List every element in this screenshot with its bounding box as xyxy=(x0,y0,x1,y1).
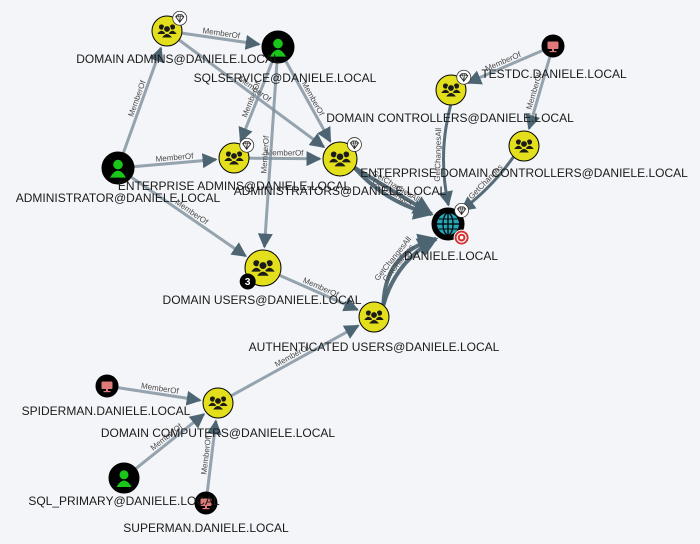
node-label-enterprise-admins: ENTERPRISE ADMINS@DANIELE.LOCAL xyxy=(118,179,351,193)
member-count: 3 xyxy=(245,277,251,288)
node-spiderman[interactable] xyxy=(95,374,119,398)
group-icon xyxy=(202,387,234,419)
edge-line[interactable] xyxy=(117,386,202,406)
node-label-domain-computers: DOMAIN COMPUTERS@DANIELE.LOCAL xyxy=(101,426,336,440)
node-administrator[interactable] xyxy=(101,151,135,185)
edge-line[interactable] xyxy=(284,60,332,143)
node-domain-computers[interactable] xyxy=(202,387,234,419)
target-icon xyxy=(453,229,470,246)
node-sql-primary[interactable] xyxy=(108,462,140,494)
node-domain-controllers[interactable] xyxy=(435,69,472,106)
node-domain-admins[interactable] xyxy=(151,10,188,47)
node-enterprise-admins[interactable] xyxy=(218,137,255,174)
node-label-sql-primary: SQL_PRIMARY@DANIELE.LOCAL xyxy=(28,494,220,508)
labels-layer: DOMAIN ADMINS@DANIELE.LOCAL SQLSERVICE@DA… xyxy=(16,52,688,535)
edge-line[interactable] xyxy=(278,273,359,312)
edge-superman-to-domain-computers[interactable]: MemberOf xyxy=(199,419,222,493)
node-daniele-local[interactable] xyxy=(431,202,470,246)
node-label-testdc: TESTDC.DANIELE.LOCAL xyxy=(481,67,627,81)
computer-icon xyxy=(541,34,565,58)
node-label-superman: SUPERMAN.DANIELE.LOCAL xyxy=(123,521,289,535)
node-testdc[interactable] xyxy=(541,34,565,58)
edge-line[interactable] xyxy=(134,413,206,470)
node-superman[interactable] xyxy=(194,491,218,515)
edge-spiderman-to-domain-computers[interactable]: MemberOf xyxy=(117,381,202,406)
edge-label: GetChangesAll xyxy=(433,128,443,182)
edge-line[interactable] xyxy=(248,151,322,167)
edge-line[interactable] xyxy=(230,324,360,398)
node-label-authenticated-users: AUTHENTICATED USERS@DANIELE.LOCAL xyxy=(249,340,500,354)
edge-enterprise-admins-to-administrators[interactable]: MemberOf xyxy=(248,148,322,167)
edge-line[interactable] xyxy=(381,237,438,306)
node-label-administrators: ADMINISTRATORS@DANIELE.LOCAL xyxy=(234,184,447,198)
member-count-badge: 3 xyxy=(239,273,256,290)
group-icon xyxy=(218,142,250,174)
edge-line[interactable] xyxy=(121,46,164,154)
edge-administrator-to-enterprise-admins[interactable]: MemberOf xyxy=(133,151,218,169)
edge-line[interactable] xyxy=(133,153,218,169)
edge-domain-controllers-to-daniele-local[interactable]: GetChangesAll xyxy=(433,104,453,207)
node-label-domain-users: DOMAIN USERS@DANIELE.LOCAL xyxy=(163,293,362,307)
group-icon xyxy=(358,301,390,333)
edge-label: MemberOf xyxy=(259,135,271,174)
group-icon xyxy=(508,130,540,162)
edge-line[interactable] xyxy=(130,175,247,258)
node-domain-users[interactable]: 3 xyxy=(239,249,282,290)
edge-line[interactable] xyxy=(353,166,434,220)
group-icon xyxy=(322,141,358,177)
diamond-icon xyxy=(172,10,188,26)
edge-line[interactable] xyxy=(178,38,326,149)
node-label-domain-controllers: DOMAIN CONTROLLERS@DANIELE.LOCAL xyxy=(326,111,574,125)
edge-line[interactable] xyxy=(466,48,544,85)
node-authenticated-users[interactable] xyxy=(358,301,390,333)
user-icon xyxy=(101,151,135,185)
node-sqlservice[interactable] xyxy=(261,30,295,64)
edge-line[interactable] xyxy=(257,62,279,249)
edge-line[interactable] xyxy=(205,419,222,493)
node-label-daniele-local: DANIELE.LOCAL xyxy=(404,249,498,263)
edge-sql-primary-to-domain-computers[interactable]: MemberOf xyxy=(134,413,206,470)
node-administrators[interactable] xyxy=(322,137,362,177)
node-enterprise-domain-controllers[interactable] xyxy=(508,130,540,162)
edge-domain-admins-to-sqlservice[interactable]: MemberOf xyxy=(181,26,261,50)
diamond-icon xyxy=(347,137,362,152)
node-label-administrator: ADMINISTRATOR@DANIELE.LOCAL xyxy=(16,191,221,205)
user-icon xyxy=(108,462,140,494)
node-label-domain-admins: DOMAIN ADMINS@DANIELE.LOCAL xyxy=(76,52,280,66)
computer-icon xyxy=(194,491,218,515)
diamond-icon xyxy=(239,137,255,153)
diamond-icon xyxy=(454,202,470,218)
edge-label: MemberOf xyxy=(155,151,194,163)
edge-line[interactable] xyxy=(181,31,261,50)
edge-enterprise-domain-controllers-to-daniele-local[interactable]: GetChanges xyxy=(460,155,515,212)
edge-line[interactable] xyxy=(525,56,552,131)
diamond-icon xyxy=(456,69,472,85)
node-label-sqlservice: SQLSERVICE@DANIELE.LOCAL xyxy=(194,71,377,85)
node-label-enterprise-domain-controllers: ENTERPRISE DOMAIN CONTROLLERS@DANIELE.LO… xyxy=(360,166,688,180)
nodes-layer: 3 xyxy=(95,10,565,515)
edge-line[interactable] xyxy=(238,61,274,143)
node-label-spiderman: SPIDERMAN.DANIELE.LOCAL xyxy=(22,404,191,418)
user-icon xyxy=(261,30,295,64)
edge-label: MemberOf xyxy=(266,148,305,157)
group-icon xyxy=(151,15,183,47)
computer-icon xyxy=(95,374,119,398)
edge-line[interactable] xyxy=(438,104,453,207)
group-icon xyxy=(435,74,467,106)
edge-sqlservice-to-domain-users[interactable]: MemberOf xyxy=(257,62,279,249)
edge-domain-computers-to-authenticated-users[interactable]: MemberOf xyxy=(230,324,360,398)
